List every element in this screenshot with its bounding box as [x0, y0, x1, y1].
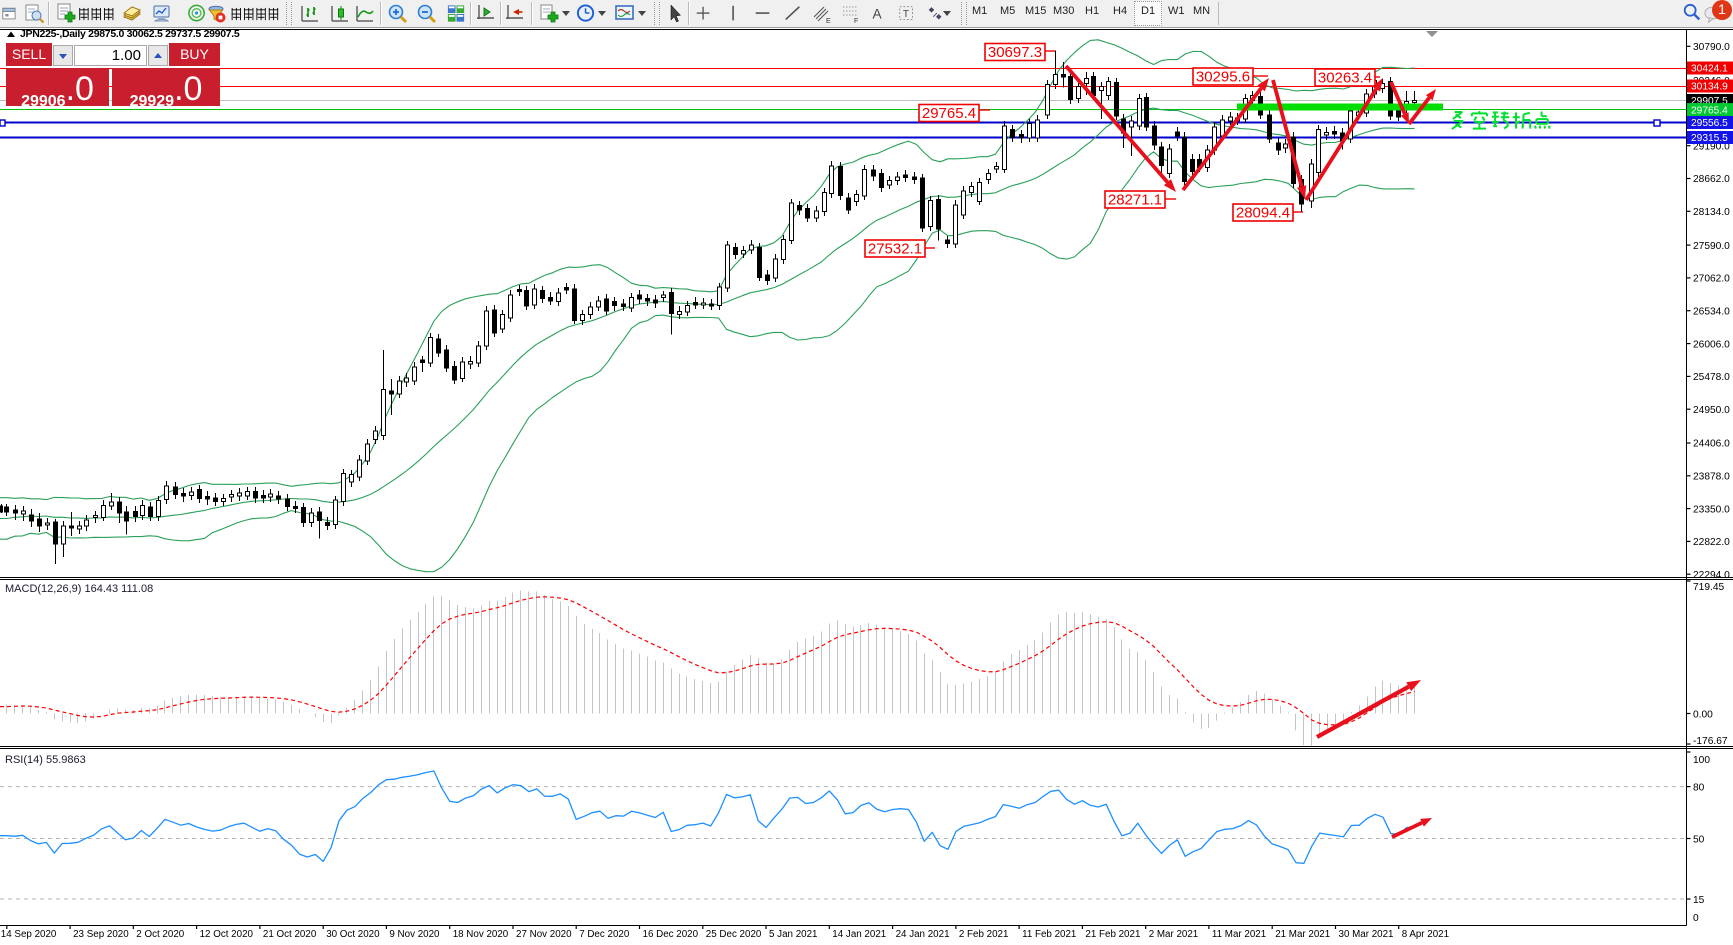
- svg-text:30134.9: 30134.9: [1691, 82, 1728, 93]
- svg-text:100: 100: [1693, 755, 1710, 766]
- svg-text:27062.0: 27062.0: [1693, 274, 1730, 285]
- svg-text:22822.0: 22822.0: [1693, 537, 1730, 548]
- svg-text:22294.0: 22294.0: [1693, 570, 1730, 581]
- svg-text:18 Nov 2020: 18 Nov 2020: [453, 929, 509, 940]
- svg-text:2 Feb 2021: 2 Feb 2021: [959, 929, 1009, 940]
- svg-text:30424.1: 30424.1: [1691, 64, 1728, 75]
- svg-text:E: E: [826, 18, 831, 25]
- svg-text:MACD(12,26,9) 164.43 111.08: MACD(12,26,9) 164.43 111.08: [5, 583, 153, 595]
- svg-text:27532.1: 27532.1: [868, 241, 922, 258]
- svg-text:27 Nov 2020: 27 Nov 2020: [516, 929, 572, 940]
- svg-text:30697.3: 30697.3: [988, 44, 1042, 61]
- svg-text:0.00: 0.00: [1693, 709, 1713, 720]
- svg-text:21 Mar 2021: 21 Mar 2021: [1275, 929, 1330, 940]
- svg-text:29315.5: 29315.5: [1691, 133, 1728, 144]
- svg-text:28094.4: 28094.4: [1236, 205, 1290, 222]
- svg-text:11 Mar 2021: 11 Mar 2021: [1212, 929, 1266, 940]
- svg-text:21 Feb 2021: 21 Feb 2021: [1085, 929, 1140, 940]
- svg-text:26006.0: 26006.0: [1693, 339, 1730, 350]
- svg-text:719.45: 719.45: [1693, 582, 1724, 593]
- svg-text:30263.4: 30263.4: [1318, 70, 1372, 87]
- svg-text:A: A: [873, 7, 883, 22]
- svg-text:F: F: [854, 18, 858, 25]
- svg-text:16 Dec 2020: 16 Dec 2020: [643, 929, 699, 940]
- svg-text:11 Feb 2021: 11 Feb 2021: [1022, 929, 1076, 940]
- svg-text:RSI(14) 55.9863: RSI(14) 55.9863: [5, 754, 86, 766]
- svg-text:28134.0: 28134.0: [1693, 207, 1730, 218]
- svg-text:14 Sep 2020: 14 Sep 2020: [1, 929, 57, 940]
- svg-text:25478.0: 25478.0: [1693, 372, 1730, 383]
- svg-text:9 Nov 2020: 9 Nov 2020: [389, 929, 440, 940]
- svg-text:24950.0: 24950.0: [1693, 405, 1730, 416]
- svg-text:29190.0: 29190.0: [1693, 141, 1730, 152]
- svg-text:30295.6: 30295.6: [1196, 69, 1250, 86]
- svg-text:30 Oct 2020: 30 Oct 2020: [326, 929, 380, 940]
- svg-text:0: 0: [1693, 913, 1699, 924]
- svg-text:29556.5: 29556.5: [1691, 118, 1728, 129]
- svg-text:26534.0: 26534.0: [1693, 306, 1730, 317]
- svg-text:29765.4: 29765.4: [922, 105, 976, 122]
- svg-text:12 Oct 2020: 12 Oct 2020: [200, 929, 254, 940]
- svg-text:JPN225-,Daily 29875.0 30062.5: JPN225-,Daily 29875.0 30062.5 29737.5 29…: [20, 29, 240, 40]
- svg-text:27590.0: 27590.0: [1693, 241, 1730, 252]
- svg-text:28662.0: 28662.0: [1693, 174, 1730, 185]
- svg-text:28271.1: 28271.1: [1108, 192, 1162, 209]
- svg-text:30790.0: 30790.0: [1693, 42, 1730, 53]
- svg-text:2 Oct 2020: 2 Oct 2020: [136, 929, 184, 940]
- svg-text:24 Jan 2021: 24 Jan 2021: [896, 929, 950, 940]
- svg-text:7 Dec 2020: 7 Dec 2020: [579, 929, 630, 940]
- svg-text:5 Jan 2021: 5 Jan 2021: [769, 929, 817, 940]
- svg-text:25 Dec 2020: 25 Dec 2020: [706, 929, 762, 940]
- svg-text:50: 50: [1693, 834, 1705, 845]
- svg-text:8 Apr 2021: 8 Apr 2021: [1402, 929, 1449, 940]
- svg-text:30 Mar 2021: 30 Mar 2021: [1339, 929, 1394, 940]
- svg-text:-176.67: -176.67: [1693, 736, 1728, 747]
- svg-text:15: 15: [1693, 895, 1705, 906]
- svg-text:23 Sep 2020: 23 Sep 2020: [73, 929, 129, 940]
- svg-text:23878.0: 23878.0: [1693, 472, 1730, 483]
- svg-text:21 Oct 2020: 21 Oct 2020: [263, 929, 317, 940]
- svg-text:2 Mar 2021: 2 Mar 2021: [1149, 929, 1199, 940]
- svg-text:14 Jan 2021: 14 Jan 2021: [832, 929, 886, 940]
- svg-text:29765.4: 29765.4: [1691, 105, 1728, 116]
- svg-text:23350.0: 23350.0: [1693, 504, 1730, 515]
- svg-text:29907.5: 29907.5: [1691, 96, 1728, 107]
- svg-text:24406.0: 24406.0: [1693, 439, 1730, 450]
- svg-text:T: T: [903, 9, 909, 20]
- svg-text:80: 80: [1693, 782, 1705, 793]
